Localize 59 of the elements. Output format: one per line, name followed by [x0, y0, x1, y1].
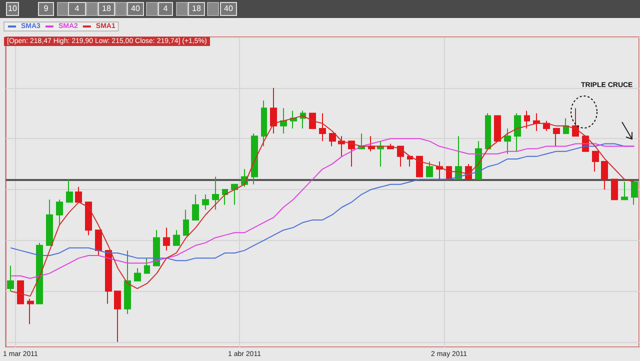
- candlestick: [631, 181, 638, 206]
- candlestick: [251, 133, 258, 185]
- candlestick: [611, 178, 618, 200]
- candlestick: [270, 87, 277, 134]
- candlestick: [144, 258, 150, 274]
- candlestick: [572, 108, 579, 137]
- candlestick: [36, 242, 43, 304]
- candlestick: [553, 128, 560, 147]
- candlestick: [85, 202, 92, 236]
- candlestick: [173, 230, 180, 246]
- candlestick: [222, 188, 228, 206]
- candlestick: [494, 115, 501, 142]
- candlestick: [134, 268, 141, 282]
- candlestick: [105, 250, 112, 304]
- number-field: 10: [6, 2, 19, 16]
- candlestick: [95, 230, 102, 256]
- candlestick: [309, 112, 316, 129]
- candlestick: [153, 230, 160, 266]
- number-field: 4: [158, 2, 173, 16]
- number-field: 18: [98, 2, 115, 16]
- candlestick: [290, 110, 297, 129]
- number-field: 40: [127, 2, 144, 16]
- candlestick: [592, 150, 599, 172]
- number-field: 18: [188, 2, 205, 16]
- candlestick: [124, 250, 131, 314]
- candlestick: [46, 199, 53, 246]
- candlestick: [27, 298, 34, 325]
- candlestick: [75, 186, 82, 203]
- candlestick: [212, 176, 219, 210]
- candlestick: [485, 112, 491, 150]
- candlestick: [7, 265, 14, 292]
- candlestick: [56, 199, 63, 226]
- candlestick: [338, 136, 345, 157]
- candlestick: [183, 209, 189, 236]
- candlestick: [114, 290, 121, 342]
- number-field: 4: [68, 2, 86, 16]
- candlestick: [17, 280, 24, 304]
- candlestick: [280, 108, 287, 134]
- candlestick: [621, 181, 628, 200]
- candlestick: [329, 133, 336, 147]
- candlestick: [261, 100, 267, 147]
- candlestick: [524, 110, 530, 129]
- candlestick: [66, 178, 73, 203]
- number-field: 40: [220, 2, 237, 16]
- candlestick: [319, 112, 326, 142]
- candlestick: [397, 146, 404, 168]
- number-field: 9: [38, 2, 54, 16]
- candlestick: [192, 194, 199, 220]
- candlestick: [601, 161, 608, 190]
- candlestick: [426, 161, 433, 178]
- candlestick: [348, 140, 355, 168]
- candlestick: [202, 194, 209, 210]
- candlestick: [231, 184, 238, 206]
- candlestick: [163, 227, 170, 251]
- candlestick: [416, 156, 423, 178]
- candlestick: [563, 118, 569, 134]
- candlestick: [504, 128, 511, 154]
- candlestick: [514, 112, 521, 152]
- candlestick: [533, 112, 540, 132]
